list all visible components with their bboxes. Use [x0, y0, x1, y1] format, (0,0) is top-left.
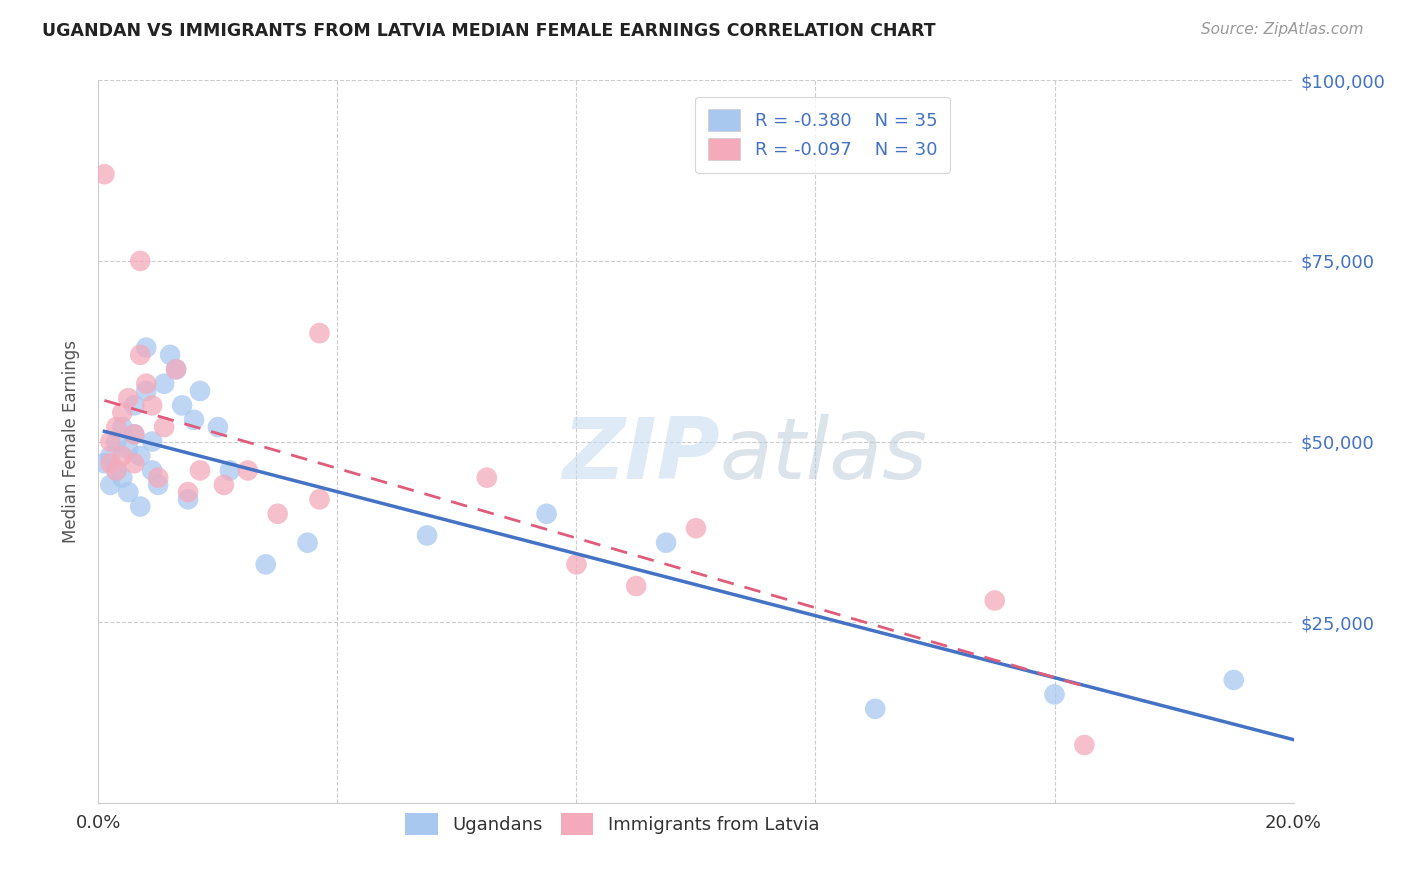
Point	[165, 362, 187, 376]
Point	[111, 470, 134, 484]
Point	[111, 449, 134, 463]
Legend: Ugandans, Immigrants from Latvia: Ugandans, Immigrants from Latvia	[396, 805, 828, 845]
Point	[124, 398, 146, 412]
Point	[865, 702, 887, 716]
Point	[135, 341, 157, 355]
Point	[148, 470, 170, 484]
Point	[141, 434, 163, 449]
Point	[105, 434, 128, 449]
Point	[655, 535, 678, 549]
Point	[105, 463, 128, 477]
Point	[153, 376, 176, 391]
Point	[236, 463, 259, 477]
Point	[105, 420, 128, 434]
Point	[183, 413, 205, 427]
Point	[129, 449, 152, 463]
Point	[93, 456, 115, 470]
Point	[111, 406, 134, 420]
Point	[254, 558, 277, 572]
Point	[129, 348, 152, 362]
Point	[135, 376, 157, 391]
Point	[685, 521, 707, 535]
Point	[172, 398, 194, 412]
Point	[129, 253, 152, 268]
Point	[308, 492, 330, 507]
Point	[165, 362, 187, 376]
Point	[124, 427, 146, 442]
Point	[416, 528, 439, 542]
Point	[98, 449, 122, 463]
Point	[212, 478, 235, 492]
Text: atlas: atlas	[720, 415, 928, 498]
Point	[124, 427, 146, 442]
Point	[475, 470, 498, 484]
Point	[188, 384, 211, 398]
Point	[98, 456, 122, 470]
Point	[135, 384, 157, 398]
Point	[188, 463, 211, 477]
Point	[984, 593, 1007, 607]
Point	[159, 348, 181, 362]
Point	[536, 507, 558, 521]
Point	[105, 463, 128, 477]
Point	[1043, 687, 1066, 701]
Point	[141, 398, 163, 412]
Point	[308, 326, 330, 340]
Point	[129, 500, 152, 514]
Point	[297, 535, 319, 549]
Point	[148, 478, 170, 492]
Point	[98, 434, 122, 449]
Point	[124, 456, 146, 470]
Text: ZIP: ZIP	[562, 415, 720, 498]
Point	[565, 558, 588, 572]
Point	[207, 420, 229, 434]
Point	[117, 391, 139, 405]
Point	[117, 442, 139, 456]
Point	[117, 485, 139, 500]
Point	[1223, 673, 1246, 687]
Point	[98, 478, 122, 492]
Point	[219, 463, 242, 477]
Point	[177, 485, 200, 500]
Point	[1073, 738, 1095, 752]
Point	[177, 492, 200, 507]
Y-axis label: Median Female Earnings: Median Female Earnings	[62, 340, 80, 543]
Point	[93, 167, 115, 181]
Point	[626, 579, 648, 593]
Point	[111, 420, 134, 434]
Point	[267, 507, 290, 521]
Point	[141, 463, 163, 477]
Text: UGANDAN VS IMMIGRANTS FROM LATVIA MEDIAN FEMALE EARNINGS CORRELATION CHART: UGANDAN VS IMMIGRANTS FROM LATVIA MEDIAN…	[42, 22, 936, 40]
Text: Source: ZipAtlas.com: Source: ZipAtlas.com	[1201, 22, 1364, 37]
Point	[153, 420, 176, 434]
